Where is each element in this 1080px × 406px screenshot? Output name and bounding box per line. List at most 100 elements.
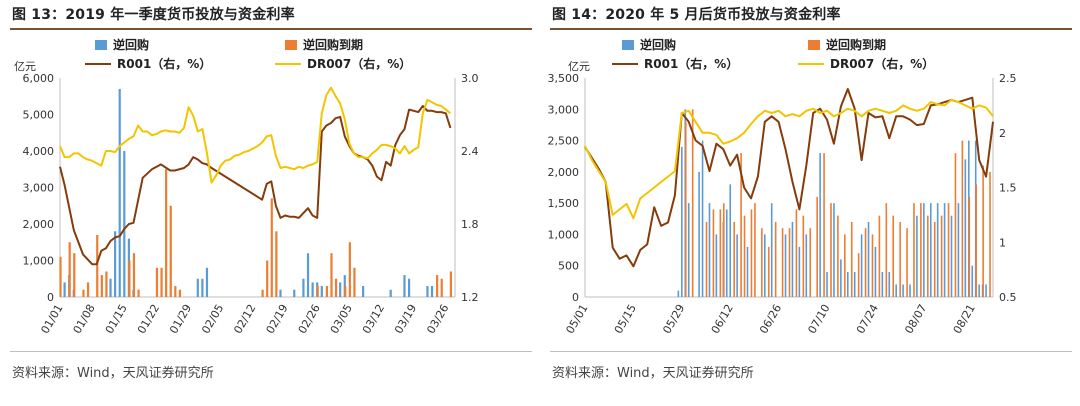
bar-reverse-repo	[929, 203, 932, 297]
bar-reverse-repo	[279, 289, 282, 297]
bar-reverse-repo	[681, 146, 683, 297]
bar-reverse-repo-maturity	[705, 221, 708, 297]
x-tick-label: 03/12	[360, 302, 387, 336]
x-tick-label: 06/12	[709, 302, 736, 336]
bar-reverse-repo-maturity	[96, 234, 99, 297]
bar-reverse-repo-maturity	[850, 221, 853, 297]
y-right-tick-label: 3.0	[461, 72, 479, 85]
bar-reverse-repo	[201, 278, 204, 297]
bar-reverse-repo	[770, 203, 773, 297]
title-divider	[550, 28, 1072, 30]
x-tick-label: 01/15	[103, 302, 130, 336]
bar-reverse-repo	[311, 282, 314, 297]
bar-reverse-repo-maturity	[261, 289, 264, 297]
title-divider	[10, 28, 532, 30]
y-right-tick-label: 2.4	[461, 145, 479, 158]
source-divider	[550, 351, 1072, 352]
bar-reverse-repo-maturity	[743, 215, 746, 297]
bar-reverse-repo-maturity	[933, 221, 936, 297]
bar-reverse-repo-maturity	[105, 271, 108, 297]
bar-reverse-repo-maturity	[761, 228, 763, 297]
bar-reverse-repo	[853, 271, 856, 297]
y-right-tick-label: 1.2	[461, 291, 479, 304]
bar-reverse-repo	[123, 151, 126, 297]
y-left-tick-label: 3,000	[23, 182, 55, 195]
bar-reverse-repo-maturity	[774, 221, 777, 297]
y-right-tick-label: 1.8	[461, 218, 479, 231]
x-tick-label: 01/29	[167, 302, 194, 336]
bar-reverse-repo-maturity	[436, 275, 439, 297]
line-dr007	[59, 86, 452, 184]
bar-reverse-repo	[729, 184, 732, 297]
bar-reverse-repo	[805, 234, 808, 297]
bar-reverse-repo-maturity	[128, 260, 131, 297]
bar-reverse-repo	[902, 284, 904, 297]
legend-label: R001（右，%）	[117, 56, 211, 71]
bar-reverse-repo-maturity	[809, 228, 812, 297]
bar-reverse-repo-maturity	[82, 289, 85, 297]
y-right-tick-label: 2.5	[999, 72, 1017, 85]
bar-reverse-repo	[293, 289, 296, 297]
bar-reverse-repo-maturity	[954, 153, 957, 297]
chart-svg: 0 1,000 2,000 3,000 4,000 5,000 6,000 1.2 1.8 2.4…	[14, 37, 479, 336]
y-left-unit-label: 亿元	[14, 60, 36, 73]
bar-reverse-repo-maturity	[344, 286, 347, 297]
bar-reverse-repo	[860, 234, 863, 297]
bar-reverse-repo-maturity	[137, 289, 140, 297]
bar-reverse-repo	[362, 286, 365, 297]
bar-reverse-repo-maturity	[160, 267, 163, 297]
y-left-tick-label: 2,000	[23, 218, 55, 231]
source-note: 资料来源：Wind，天风证券研究所	[552, 366, 754, 381]
bar-reverse-repo-maturity	[885, 203, 888, 297]
bar-reverse-repo-maturity	[864, 228, 867, 297]
bar-reverse-repo	[302, 278, 305, 297]
bar-reverse-repo-maturity	[750, 209, 753, 297]
bar-reverse-repo-maturity	[266, 260, 269, 297]
bar-reverse-repo-maturity	[989, 171, 991, 297]
x-tick-label: 01/22	[135, 302, 162, 336]
y-left-tick-label: 1,500	[548, 197, 580, 210]
legend-swatch	[808, 40, 820, 50]
bar-reverse-repo	[833, 203, 835, 297]
bar-reverse-repo-maturity	[169, 205, 172, 297]
source-divider	[10, 351, 532, 352]
bar-reverse-repo	[971, 265, 974, 297]
bar-reverse-repo	[846, 271, 849, 297]
legend-label: R001（右，%）	[644, 56, 738, 71]
bar-reverse-repo-maturity	[691, 109, 694, 298]
bar-reverse-repo	[943, 203, 946, 297]
bar-reverse-repo	[407, 278, 411, 297]
bar-reverse-repo-maturity	[155, 267, 159, 297]
x-tick-label: 05/29	[660, 302, 687, 336]
bar-reverse-repo	[118, 88, 121, 297]
bar-reverse-repo-maturity	[754, 203, 756, 297]
y-left-tick-label: 500	[558, 260, 579, 273]
y-left-tick-label: 1,000	[548, 228, 580, 241]
x-tick-label: 02/12	[231, 302, 258, 336]
bar-reverse-repo-maturity	[927, 215, 929, 297]
bar-reverse-repo-maturity	[330, 253, 333, 297]
y-left-tick-label: 0	[47, 291, 54, 304]
y-left-tick-label: 4,000	[23, 145, 55, 158]
bar-reverse-repo	[339, 282, 342, 297]
bar-reverse-repo	[430, 286, 434, 297]
bar-reverse-repo	[403, 275, 406, 297]
bar-reverse-repo	[63, 282, 66, 297]
bar-reverse-repo	[936, 203, 939, 297]
bar-reverse-repo	[909, 284, 911, 297]
bar-reverse-repo-maturity	[899, 221, 901, 297]
bar-reverse-repo-maturity	[947, 203, 950, 297]
bar-reverse-repo-maturity	[334, 278, 338, 297]
bar-reverse-repo-maturity	[961, 140, 964, 297]
chart-title: 图 13：2019 年一季度货币投放与资金利率	[12, 7, 295, 23]
bar-reverse-repo-maturity	[795, 209, 798, 297]
bar-reverse-repo-maturity	[174, 286, 177, 297]
bar-reverse-repo-maturity	[906, 228, 908, 297]
bar-reverse-repo	[109, 278, 112, 297]
bar-reverse-repo	[746, 246, 749, 297]
x-tick-label: 08/07	[902, 302, 929, 336]
legend-label: 逆回购到期	[303, 37, 363, 52]
chart-panel-2019q1: 图 13：2019 年一季度货币投放与资金利率 0 1,000 2,000 3,000…	[10, 7, 532, 381]
bar-reverse-repo-maturity	[348, 242, 351, 297]
bar-reverse-repo	[389, 289, 392, 297]
